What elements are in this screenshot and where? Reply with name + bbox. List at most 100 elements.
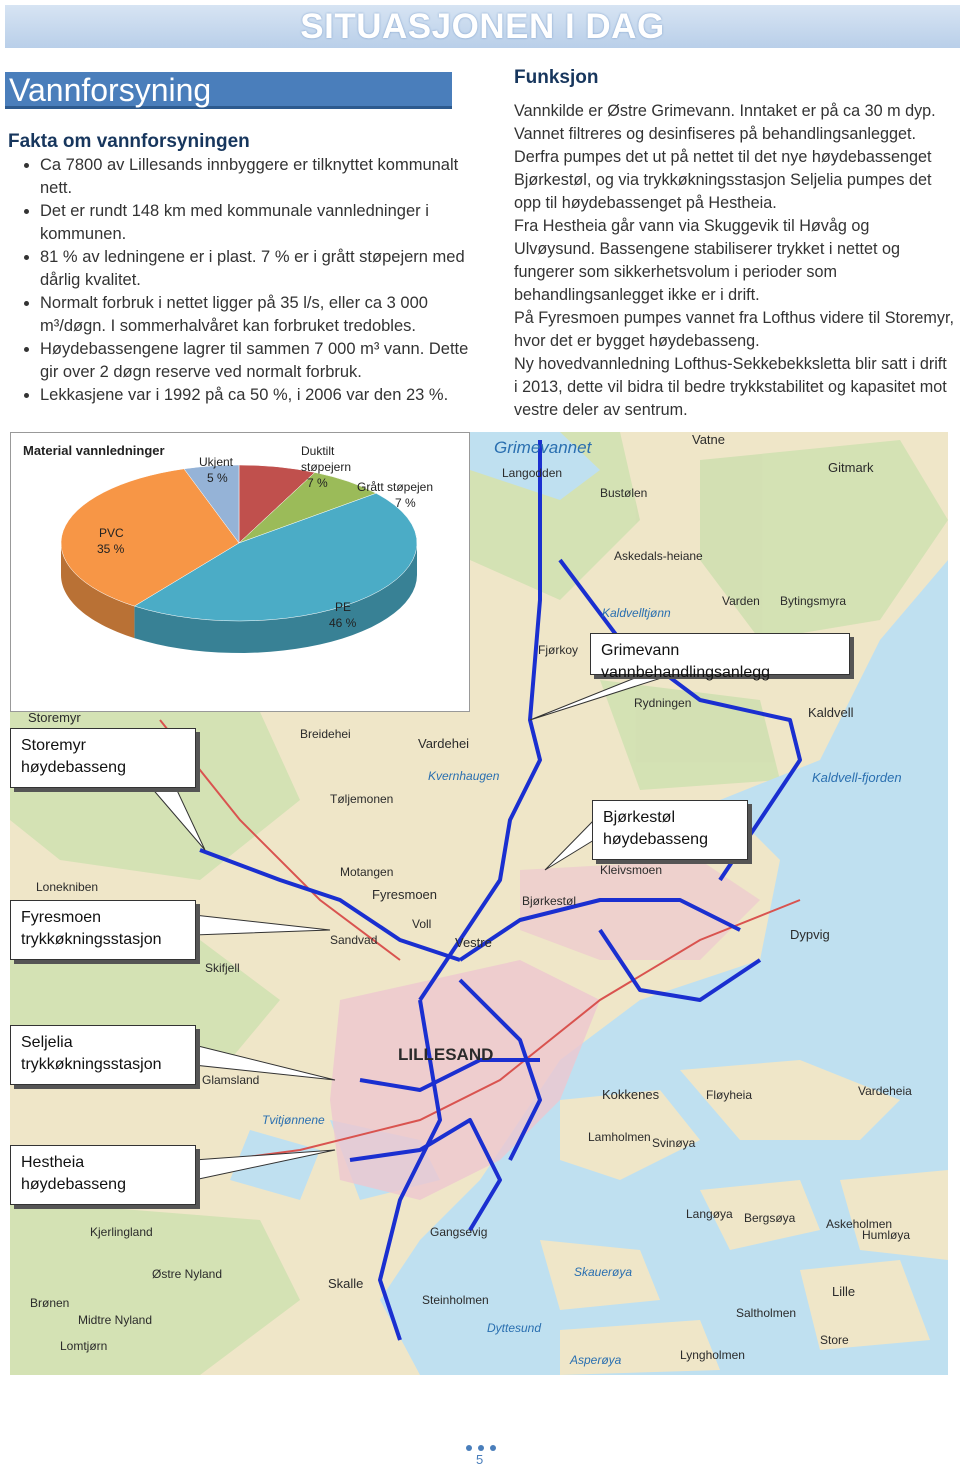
map-label: Gangsevig [430, 1225, 487, 1239]
pie-label: PE [335, 600, 351, 614]
fact-item: Det er rundt 148 km med kommunale vannle… [40, 200, 480, 246]
fact-item: Høydebassengene lagrer til sammen 7 000 … [40, 338, 480, 384]
paragraph: Fra Hestheia går vann via Skuggevik til … [514, 217, 900, 304]
map-label: Tvitjønnene [262, 1113, 325, 1127]
map-label: Vardehei [418, 736, 469, 751]
map-label: Langøya [686, 1207, 733, 1221]
map-label: Storemyr [28, 710, 81, 725]
map-label: Kaldvelltjønn [602, 606, 671, 620]
map-label: Dyttesund [487, 1321, 541, 1335]
fact-item: 81 % av ledningene er i plast. 7 % er i … [40, 246, 480, 292]
pie-slice [60, 468, 240, 607]
map-label: Sandvad [330, 933, 377, 947]
town-area [330, 960, 600, 1200]
pie-slice [183, 464, 240, 544]
map-label: Bergsøya [744, 1211, 796, 1225]
callout: Grimevann vannbehandlingsanlegg [590, 633, 850, 681]
pie-slice-side [134, 543, 418, 653]
islands [540, 1060, 948, 1375]
town-area [520, 860, 760, 960]
map-label: LILLESAND [398, 1045, 493, 1064]
map-label: Kokkenes [602, 1087, 660, 1102]
pie-label: Grått støpejen [357, 480, 433, 494]
map-label: Askedals-heiane [614, 549, 703, 563]
map-label: Fyresmoen [372, 887, 437, 902]
callout-line: Grimevann vannbehandlingsanlegg [601, 642, 771, 681]
section-title: Vannforsyning [5, 72, 452, 109]
callout-line: Hestheia [21, 1154, 85, 1171]
map-label: Breidehei [300, 727, 351, 741]
fact-item: Normalt forbruk i nettet ligger på 35 l/… [40, 292, 480, 338]
pie-value-label: 5 % [207, 471, 228, 485]
map-label: Lille [832, 1284, 855, 1299]
callout-line: Storemyr [21, 737, 86, 754]
callout-line: trykkøkningsstasjon [21, 1056, 162, 1073]
map-label: Humløya [862, 1228, 910, 1242]
callout-line: høydebasseng [603, 831, 708, 848]
map-label: Gitmark [828, 460, 874, 475]
map-label: Fjørkoy [538, 643, 578, 657]
map-label: Skauerøya [574, 1265, 632, 1279]
fact-item: Lekkasjene var i 1992 på ca 50 %, i 2006… [40, 384, 480, 407]
map-label: Kaldvell-fjorden [812, 770, 902, 785]
pie-chart: Material vannledninger Duktilt støpejern 7… [23, 443, 433, 653]
facts-list: Ca 7800 av Lillesands innbyggere er tilk… [8, 154, 480, 407]
pie-slice [133, 493, 418, 622]
map-label: Lyngholmen [680, 1348, 745, 1362]
paragraph: Vannkilde er Østre Grimevann. Inntaket e… [514, 102, 936, 212]
callout-line: trykkøkningsstasjon [21, 931, 162, 948]
map-label: Kaldvell [808, 705, 854, 720]
paragraph: På Fyresmoen pumpes vannet fra Lofthus v… [514, 309, 954, 350]
map-label: Bjørkestøl [522, 894, 576, 908]
map-label: Kvernhaugen [428, 769, 500, 783]
pie-value-label: 7 % [307, 476, 328, 490]
map-label: Vatne [692, 432, 725, 447]
map-label: Grimevannet [494, 438, 593, 457]
map-label: Motangen [340, 865, 393, 879]
callout: Seljelia trykkøkningsstasjon [10, 1025, 196, 1085]
map-label: Glamsland [202, 1073, 259, 1087]
chart-title: Material vannledninger [23, 443, 165, 458]
callout-line: høydebasseng [21, 759, 126, 776]
map-label: Brønen [30, 1296, 69, 1310]
map-label: Rydningen [634, 696, 691, 710]
callout-line: Fyresmoen [21, 909, 102, 926]
map-label: Langodden [502, 466, 562, 480]
map-label: Skifjell [205, 961, 240, 975]
function-heading: Funksjon [514, 67, 599, 88]
callout: Fyresmoen trykkøkningsstasjon [10, 900, 196, 960]
map-label: Østre Nyland [152, 1267, 222, 1281]
map-label: Tøljemonen [330, 792, 393, 806]
map-label: Steinholmen [422, 1293, 489, 1307]
map-label: Asperøya [569, 1353, 622, 1367]
map-label: Bytingsmyra [780, 594, 846, 608]
map-label: Voll [412, 917, 431, 931]
callout: Storemyr høydebasseng [10, 728, 196, 788]
fact-item: Ca 7800 av Lillesands innbyggere er tilk… [40, 154, 480, 200]
map-label: Store [820, 1333, 849, 1347]
map-label: Vardeheia [858, 1084, 912, 1098]
callout: Hestheia høydebasseng [10, 1145, 196, 1205]
map-label: Skalle [328, 1276, 363, 1291]
page-number: 5 [476, 1452, 484, 1467]
map-label: Lomtjørn [60, 1339, 107, 1353]
map-label: Fløyheia [706, 1088, 752, 1102]
pie-chart-box: Material vannledninger Duktilt støpejern 7… [10, 432, 470, 712]
map-label: Lamholmen [588, 1130, 651, 1144]
map-label: Kjerlingland [90, 1225, 153, 1239]
pie-value-label: 7 % [395, 496, 416, 510]
pie-value-label: 46 % [329, 616, 357, 630]
map-label: Varden [722, 594, 760, 608]
map-label: Saltholmen [736, 1306, 796, 1320]
function-text: Vannkilde er Østre Grimevann. Inntaket e… [514, 100, 954, 422]
pie-label: Ukjent [199, 455, 234, 469]
pie-label: PVC [99, 526, 124, 540]
map-label: Vestre [455, 935, 492, 950]
map-label: Svinøya [652, 1136, 696, 1150]
map-label: Dypvig [790, 927, 830, 942]
map-label: Askeholmen [826, 1217, 892, 1231]
pie-value-label: 35 % [97, 542, 125, 556]
map-label: Lonekniben [36, 880, 98, 894]
